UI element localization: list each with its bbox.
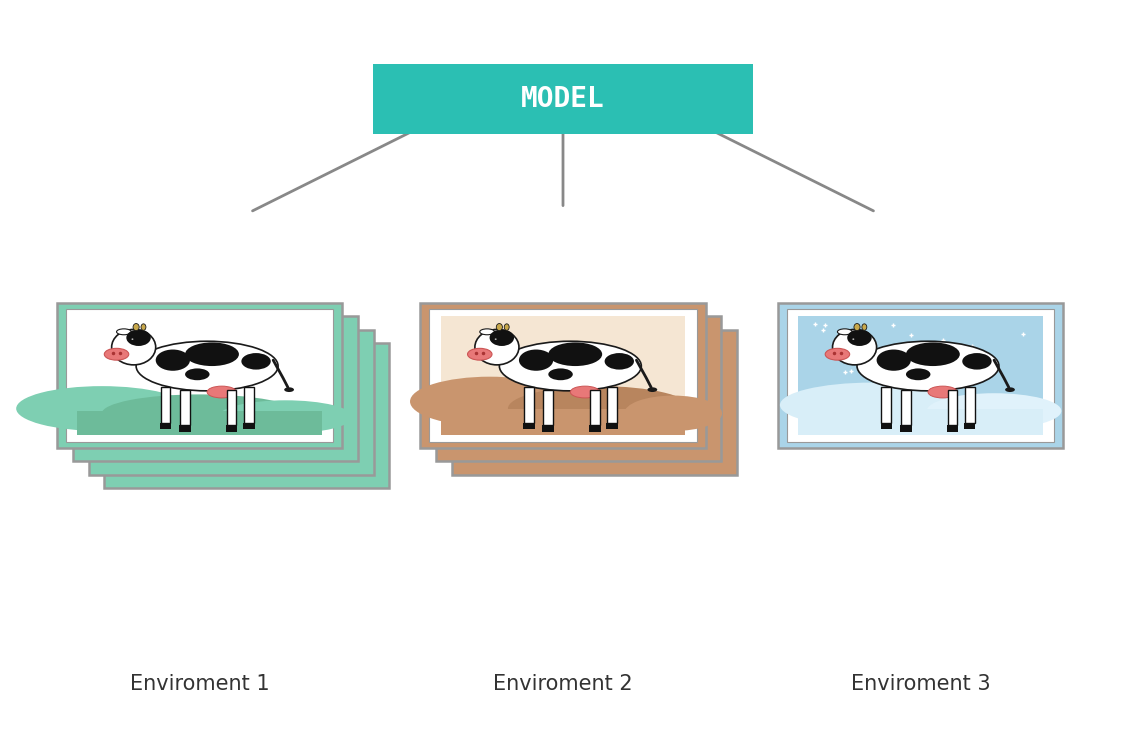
Polygon shape <box>143 341 153 376</box>
Ellipse shape <box>491 338 498 342</box>
Bar <box>429 309 697 442</box>
Bar <box>440 409 686 435</box>
Ellipse shape <box>571 386 600 398</box>
Text: Enviroment 2: Enviroment 2 <box>493 674 633 694</box>
Ellipse shape <box>906 369 930 380</box>
Ellipse shape <box>849 338 856 342</box>
Ellipse shape <box>410 377 569 427</box>
Bar <box>606 423 618 430</box>
Ellipse shape <box>284 388 294 392</box>
Ellipse shape <box>605 353 634 369</box>
Bar <box>452 330 736 475</box>
Ellipse shape <box>928 386 957 398</box>
Ellipse shape <box>133 324 140 330</box>
Bar <box>965 388 974 423</box>
Bar <box>948 390 957 425</box>
Ellipse shape <box>847 330 872 346</box>
Bar <box>543 425 554 432</box>
Bar <box>798 316 1043 435</box>
Ellipse shape <box>825 348 850 360</box>
Bar <box>243 423 254 430</box>
Bar <box>947 425 958 432</box>
Ellipse shape <box>127 338 135 342</box>
Ellipse shape <box>480 329 494 335</box>
Ellipse shape <box>16 386 188 431</box>
Polygon shape <box>865 341 874 376</box>
Ellipse shape <box>906 342 959 366</box>
Bar <box>226 390 236 425</box>
Ellipse shape <box>548 369 573 380</box>
FancyBboxPatch shape <box>373 64 753 134</box>
Bar <box>440 316 686 435</box>
Bar <box>522 423 535 430</box>
Ellipse shape <box>185 342 239 366</box>
Ellipse shape <box>504 324 509 330</box>
Ellipse shape <box>963 353 992 369</box>
Bar <box>607 388 617 423</box>
Ellipse shape <box>838 329 852 335</box>
Ellipse shape <box>155 349 190 371</box>
Ellipse shape <box>647 388 658 392</box>
Bar <box>798 409 1043 435</box>
Ellipse shape <box>126 330 151 346</box>
Bar <box>900 425 912 432</box>
Ellipse shape <box>141 324 146 330</box>
Bar <box>787 309 1054 442</box>
Bar <box>225 425 238 432</box>
Ellipse shape <box>780 382 964 427</box>
Polygon shape <box>507 341 517 376</box>
Bar <box>544 390 553 425</box>
Ellipse shape <box>508 386 691 431</box>
Bar <box>179 425 191 432</box>
Bar <box>964 423 975 430</box>
Bar <box>73 316 358 461</box>
Ellipse shape <box>519 349 553 371</box>
Text: Enviroment 1: Enviroment 1 <box>129 674 269 694</box>
Bar <box>589 425 600 432</box>
Bar <box>524 388 534 423</box>
Bar <box>161 388 170 423</box>
Bar <box>778 303 1063 448</box>
Ellipse shape <box>218 400 352 433</box>
Bar <box>420 303 706 448</box>
Ellipse shape <box>241 353 270 369</box>
Ellipse shape <box>475 330 519 365</box>
Bar <box>57 303 342 448</box>
Ellipse shape <box>490 330 515 346</box>
Ellipse shape <box>1006 388 1015 392</box>
Bar <box>180 390 190 425</box>
Bar <box>436 316 721 461</box>
Ellipse shape <box>854 324 860 330</box>
Text: Enviroment 3: Enviroment 3 <box>851 674 991 694</box>
Ellipse shape <box>861 324 867 330</box>
Ellipse shape <box>624 396 722 431</box>
Bar <box>66 309 333 442</box>
Bar <box>105 343 390 488</box>
Ellipse shape <box>136 341 278 391</box>
Bar <box>590 390 600 425</box>
Ellipse shape <box>548 342 602 366</box>
Bar <box>89 330 374 475</box>
Ellipse shape <box>185 369 209 380</box>
Bar <box>882 388 892 423</box>
Bar <box>78 411 322 435</box>
Ellipse shape <box>111 330 155 365</box>
Bar <box>78 316 322 435</box>
Ellipse shape <box>207 386 236 398</box>
Ellipse shape <box>116 329 132 335</box>
Ellipse shape <box>877 349 911 371</box>
Text: MODEL: MODEL <box>521 85 605 113</box>
Bar <box>244 388 253 423</box>
Ellipse shape <box>497 324 502 330</box>
Ellipse shape <box>101 394 297 432</box>
Bar <box>881 423 892 430</box>
Bar <box>901 390 911 425</box>
Bar <box>160 423 171 430</box>
Ellipse shape <box>105 348 128 360</box>
Ellipse shape <box>857 341 999 391</box>
Ellipse shape <box>832 330 877 365</box>
Ellipse shape <box>467 348 492 360</box>
Ellipse shape <box>499 341 642 391</box>
Ellipse shape <box>927 394 1062 429</box>
